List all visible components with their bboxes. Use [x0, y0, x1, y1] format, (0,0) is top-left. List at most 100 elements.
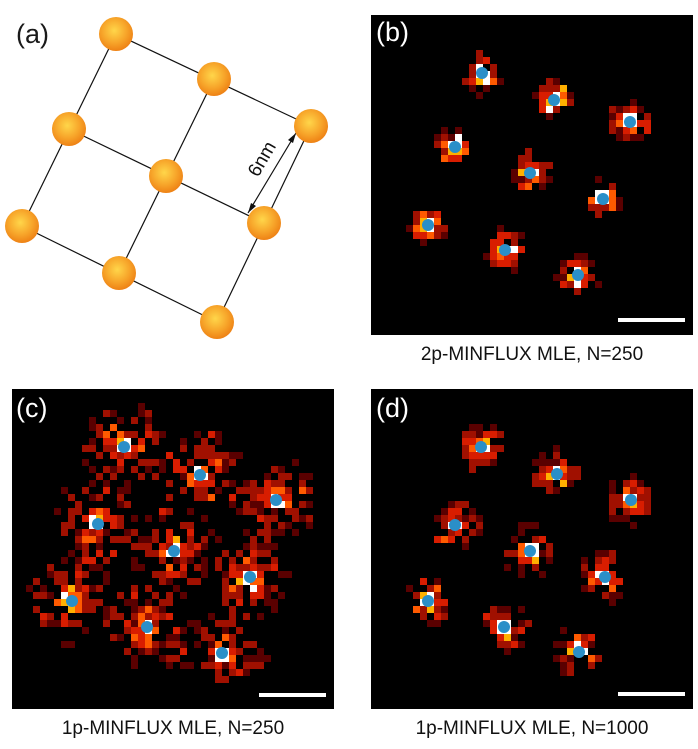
- heat-pixel: [236, 599, 243, 606]
- heat-pixel: [229, 662, 236, 669]
- heat-pixel: [82, 459, 89, 466]
- heat-pixel: [159, 543, 166, 550]
- heat-pixel: [581, 557, 588, 564]
- heat-pixel: [574, 288, 581, 295]
- heat-pixel: [159, 571, 166, 578]
- heat-pixel: [602, 564, 609, 571]
- heat-pixel: [609, 578, 616, 585]
- heat-pixel: [434, 218, 441, 225]
- heat-pixel: [497, 431, 504, 438]
- heat-pixel: [264, 515, 271, 522]
- heat-pixel: [497, 634, 504, 641]
- heat-pixel: [285, 508, 292, 515]
- heat-pixel: [166, 634, 173, 641]
- heat-pixel: [299, 515, 306, 522]
- heat-pixel: [271, 515, 278, 522]
- heat-pixel: [82, 536, 89, 543]
- heat-pixel: [278, 466, 285, 473]
- heat-pixel: [103, 431, 110, 438]
- heat-pixel: [504, 641, 511, 648]
- heat-pixel: [236, 508, 243, 515]
- heat-pixel: [229, 494, 236, 501]
- heat-pixel: [110, 515, 117, 522]
- heat-pixel: [539, 571, 546, 578]
- heat-pixel: [159, 655, 166, 662]
- heat-pixel: [208, 662, 215, 669]
- heat-pixel: [33, 592, 40, 599]
- heat-pixel: [406, 225, 413, 232]
- heat-pixel: [75, 585, 82, 592]
- heat-pixel: [82, 592, 89, 599]
- heat-pixel: [511, 232, 518, 239]
- heat-pixel: [166, 613, 173, 620]
- heat-pixel: [518, 155, 525, 162]
- heat-pixel: [497, 253, 504, 260]
- heat-pixel: [82, 445, 89, 452]
- heat-pixel: [110, 410, 117, 417]
- heat-pixel: [511, 260, 518, 267]
- heat-pixel: [567, 260, 574, 267]
- heat-pixel: [532, 564, 539, 571]
- heat-pixel: [243, 487, 250, 494]
- heat-pixel: [194, 494, 201, 501]
- heat-pixel: [243, 669, 250, 676]
- heat-pixel: [567, 99, 574, 106]
- heat-pixel: [201, 564, 208, 571]
- heat-pixel: [89, 606, 96, 613]
- heat-pixel: [159, 459, 166, 466]
- heat-pixel: [75, 501, 82, 508]
- heat-pixel: [285, 571, 292, 578]
- heat-pixel: [166, 529, 173, 536]
- heat-pixel: [490, 620, 497, 627]
- heat-pixel: [616, 120, 623, 127]
- heat-pixel: [222, 620, 229, 627]
- heat-pixel: [180, 466, 187, 473]
- estimate-marker: [625, 494, 637, 506]
- heat-pixel: [180, 662, 187, 669]
- heat-pixel: [82, 585, 89, 592]
- heat-pixel: [243, 543, 250, 550]
- heat-pixel: [637, 494, 644, 501]
- heat-pixel: [609, 550, 616, 557]
- heat-pixel: [490, 246, 497, 253]
- heat-pixel: [483, 452, 490, 459]
- heat-pixel: [222, 550, 229, 557]
- heat-pixel: [420, 613, 427, 620]
- heat-pixel: [434, 515, 441, 522]
- heat-pixel: [567, 92, 574, 99]
- panel-label-a: (a): [16, 19, 49, 49]
- heat-pixel: [469, 452, 476, 459]
- heat-pixel: [525, 183, 532, 190]
- heat-pixel: [490, 627, 497, 634]
- heat-pixel: [546, 92, 553, 99]
- heat-pixel: [187, 473, 194, 480]
- heat-pixel: [138, 438, 145, 445]
- heat-pixel: [215, 620, 222, 627]
- heat-pixel: [152, 536, 159, 543]
- heat-pixel: [82, 550, 89, 557]
- heat-pixel: [61, 529, 68, 536]
- heat-pixel: [532, 473, 539, 480]
- heat-pixel: [180, 473, 187, 480]
- heat-pixel: [518, 176, 525, 183]
- atom: [99, 17, 133, 51]
- estimate-marker: [270, 494, 282, 506]
- heat-pixel: [264, 585, 271, 592]
- estimate-marker: [524, 545, 536, 557]
- heat-pixel: [236, 564, 243, 571]
- heat-pixel: [532, 543, 539, 550]
- heat-pixel: [61, 487, 68, 494]
- heat-pixel: [595, 655, 602, 662]
- heat-pixel: [131, 564, 138, 571]
- heat-pixel: [602, 190, 609, 197]
- estimate-marker: [476, 67, 488, 79]
- heat-pixel: [82, 487, 89, 494]
- heat-pixel: [560, 267, 567, 274]
- heat-pixel: [299, 480, 306, 487]
- estimate-marker: [66, 595, 78, 607]
- heat-pixel: [413, 225, 420, 232]
- heat-pixel: [630, 99, 637, 106]
- heat-pixel: [117, 515, 124, 522]
- heat-pixel: [82, 529, 89, 536]
- heat-pixel: [271, 480, 278, 487]
